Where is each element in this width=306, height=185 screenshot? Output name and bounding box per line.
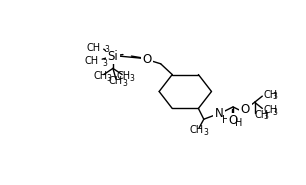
Text: Si: Si [108,50,118,63]
Text: CH: CH [264,90,278,100]
Text: 3: 3 [102,58,107,68]
Text: CH: CH [109,76,123,86]
Text: O: O [241,103,250,116]
Text: CH: CH [255,110,269,120]
Text: 3: 3 [104,46,109,54]
Text: CH: CH [117,71,131,81]
Text: 3: 3 [272,92,277,101]
Text: CH: CH [264,105,278,115]
Text: CH: CH [94,71,108,81]
Text: 3: 3 [130,74,135,83]
Text: O: O [142,53,151,66]
Text: 3: 3 [107,74,112,83]
Text: H: H [235,118,242,128]
Text: N: N [215,107,224,120]
Text: 3: 3 [263,112,268,121]
Text: CH: CH [190,125,204,135]
Text: H: H [222,115,229,125]
Text: CH: CH [87,43,101,53]
Text: CH: CH [84,56,98,66]
Text: 3: 3 [122,78,127,88]
Text: 3: 3 [203,128,208,137]
Text: 3: 3 [272,108,277,117]
Text: O: O [229,114,238,127]
